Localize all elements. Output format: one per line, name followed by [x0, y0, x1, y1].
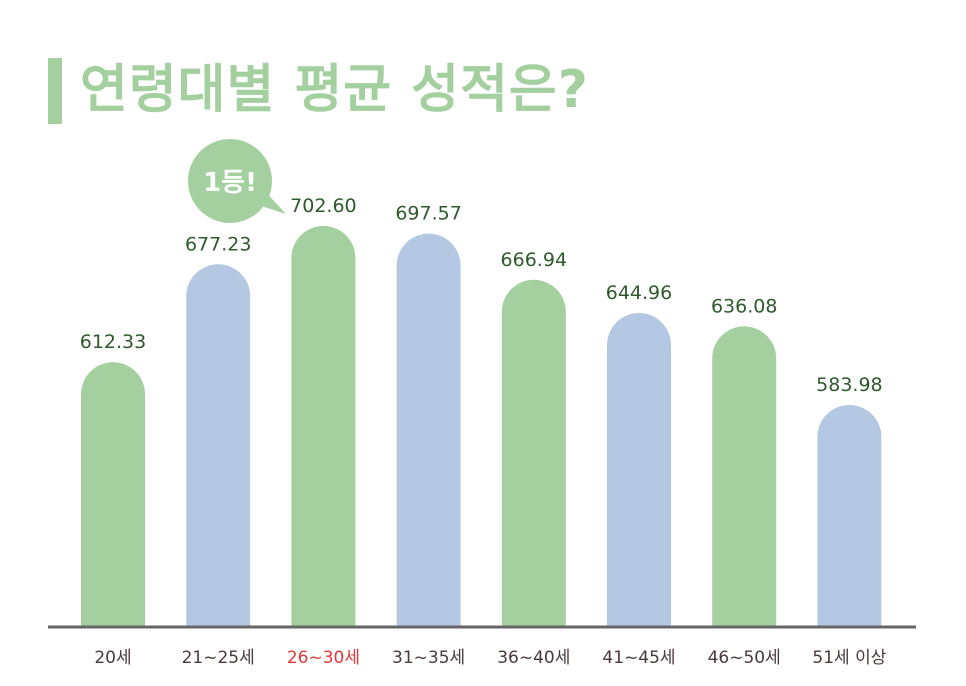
category-label-4: 31~35세 — [392, 648, 465, 668]
category-label-6: 41~45세 — [602, 648, 675, 668]
badge-text: 1등! — [203, 168, 257, 198]
bar-2 — [186, 264, 251, 627]
category-label-3: 26~30세 — [287, 648, 360, 668]
value-label-4: 697.57 — [395, 203, 461, 225]
bars-group: 612.33 677.23 702.60 697.57 666.94 644.96 636.… — [80, 195, 883, 627]
bar-4 — [396, 233, 461, 627]
bar-8 — [817, 405, 882, 627]
value-label-3: 702.60 — [290, 195, 356, 217]
bar-6 — [607, 312, 671, 627]
title-accent-bar — [48, 58, 62, 124]
bar-5 — [501, 279, 566, 627]
bar-1 — [81, 362, 145, 627]
badge-circle — [188, 139, 272, 223]
value-label-5: 666.94 — [501, 249, 567, 271]
value-label-2: 677.23 — [185, 233, 251, 255]
bar-7 — [712, 326, 777, 627]
value-label-8: 583.98 — [816, 374, 882, 396]
category-label-2: 21~25세 — [182, 648, 255, 668]
category-labels: 20세 21~25세 26~30세 31~35세 36~40세 41~45세 46~50세 5… — [94, 648, 886, 668]
badge-pointer — [258, 188, 286, 214]
category-label-5: 36~40세 — [497, 648, 570, 668]
category-label-7: 46~50세 — [708, 648, 781, 668]
category-label-8: 51세 이상 — [812, 648, 886, 668]
value-label-7: 636.08 — [711, 295, 777, 317]
bar-3 — [291, 226, 356, 627]
value-label-1: 612.33 — [80, 331, 146, 353]
chart-title: 연령대별 평균 성적은? — [80, 60, 589, 120]
value-label-6: 644.96 — [606, 282, 672, 304]
category-label-1: 20세 — [94, 648, 131, 668]
rank-badge: 1등! — [188, 139, 286, 223]
